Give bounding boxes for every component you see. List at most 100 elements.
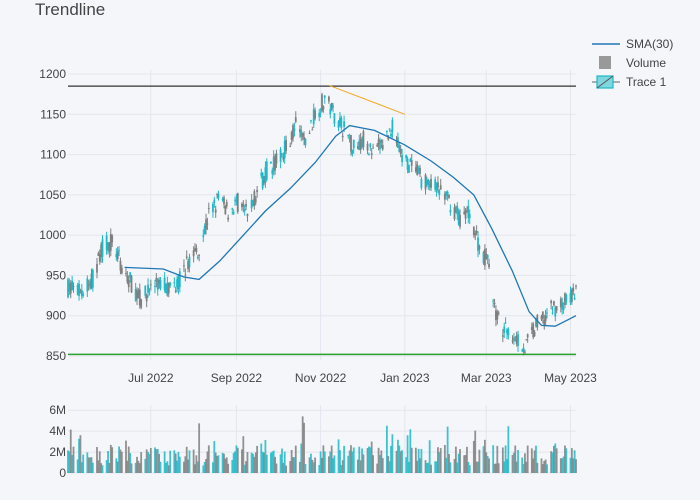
volume-bar [575, 459, 577, 473]
volume-bar [457, 453, 460, 473]
candle-body [533, 331, 536, 336]
volume-bar [437, 447, 439, 473]
candle-body [169, 282, 172, 286]
candle-body [497, 312, 500, 314]
volume-bar [532, 458, 535, 473]
volume-bar [127, 446, 130, 473]
volume-bar [76, 459, 79, 473]
volume-bar [147, 451, 149, 473]
volume-bar [314, 457, 316, 473]
candle-body [241, 203, 243, 208]
candle-body [361, 139, 363, 143]
candle-body [475, 231, 478, 233]
candle-body [340, 117, 343, 129]
volume-bar [289, 461, 292, 473]
candle-body [300, 130, 303, 137]
volume-bar [69, 429, 72, 473]
candle-body [91, 269, 94, 288]
candle-body [263, 180, 265, 184]
volume-bar [533, 450, 536, 473]
candle-body [428, 183, 431, 188]
volume-bar [158, 453, 161, 473]
candle-body [530, 326, 533, 330]
candle-body [554, 307, 557, 317]
candle-body [544, 315, 547, 322]
candle-body [198, 254, 201, 256]
date-tick-label: Jul 2022 [128, 371, 174, 385]
volume-bar [290, 449, 293, 473]
volume-bar [129, 453, 132, 473]
volume-bar [323, 451, 326, 473]
candle-body [314, 110, 316, 119]
candle-body [381, 144, 384, 150]
legend-volume-swatch [599, 56, 611, 69]
volume-bar [138, 463, 141, 473]
volume-bar [109, 444, 112, 473]
candle-body [203, 226, 206, 235]
candle-body [96, 263, 98, 273]
volume-bar [366, 448, 369, 473]
candle-body [323, 95, 326, 98]
candle-body [145, 295, 148, 302]
candle-body [506, 329, 508, 333]
volume-bar [270, 452, 272, 473]
volume-bar [260, 443, 263, 473]
volume-bar [551, 452, 554, 473]
candle-body [149, 284, 152, 286]
volume-bar [216, 456, 218, 473]
candle-body [173, 282, 176, 284]
candle-body [439, 185, 442, 190]
volume-bar [203, 462, 206, 473]
volume-bar [304, 464, 307, 473]
candle-body [194, 248, 196, 251]
candle-body [573, 297, 576, 300]
volume-bar [540, 458, 543, 473]
candle-body [453, 207, 456, 220]
date-tick-label: Sep 2022 [211, 371, 263, 385]
volume-bar [372, 455, 374, 473]
volume-bar [319, 451, 322, 473]
volume-bar [448, 454, 450, 473]
candle-body [120, 267, 123, 274]
candle-body [97, 253, 100, 256]
candle-body [385, 130, 388, 132]
volume-bar [424, 460, 427, 473]
candle-body [483, 249, 486, 266]
volume-bar [198, 423, 201, 473]
legend-volume: Volume [626, 56, 666, 70]
candle-body [206, 223, 209, 225]
candle-body [177, 276, 180, 290]
volume-bar [120, 451, 123, 473]
candle-body [408, 165, 410, 173]
candle-body [292, 125, 294, 139]
volume-bar [96, 447, 98, 473]
candle-body [551, 312, 554, 314]
candle-body [359, 138, 362, 150]
volume-bar [261, 451, 264, 473]
candle-body [482, 252, 485, 264]
candle-body [467, 205, 470, 218]
volume-bar [254, 452, 257, 473]
candle-body [154, 286, 156, 288]
candle-body [496, 311, 499, 320]
volume-bar [358, 446, 361, 473]
candle-body [227, 217, 230, 220]
candle-body [352, 139, 355, 149]
volume-bar [464, 454, 467, 473]
volume-bar [561, 458, 564, 473]
candle-body [98, 254, 101, 262]
candle-body [372, 147, 374, 149]
candle-body [299, 129, 301, 132]
volume-bar [192, 449, 195, 473]
candle-body [68, 283, 71, 292]
volume-bar [477, 461, 479, 473]
candle-body [217, 194, 220, 199]
candle-body [512, 337, 515, 341]
candle-body [78, 283, 80, 296]
volume-bar [97, 460, 100, 473]
volume-bar [406, 435, 409, 473]
candle-body [399, 148, 402, 154]
legend: SMA(30) Volume Trace 1 [592, 37, 673, 89]
volume-bar [340, 465, 343, 473]
volume-bar [330, 445, 333, 473]
